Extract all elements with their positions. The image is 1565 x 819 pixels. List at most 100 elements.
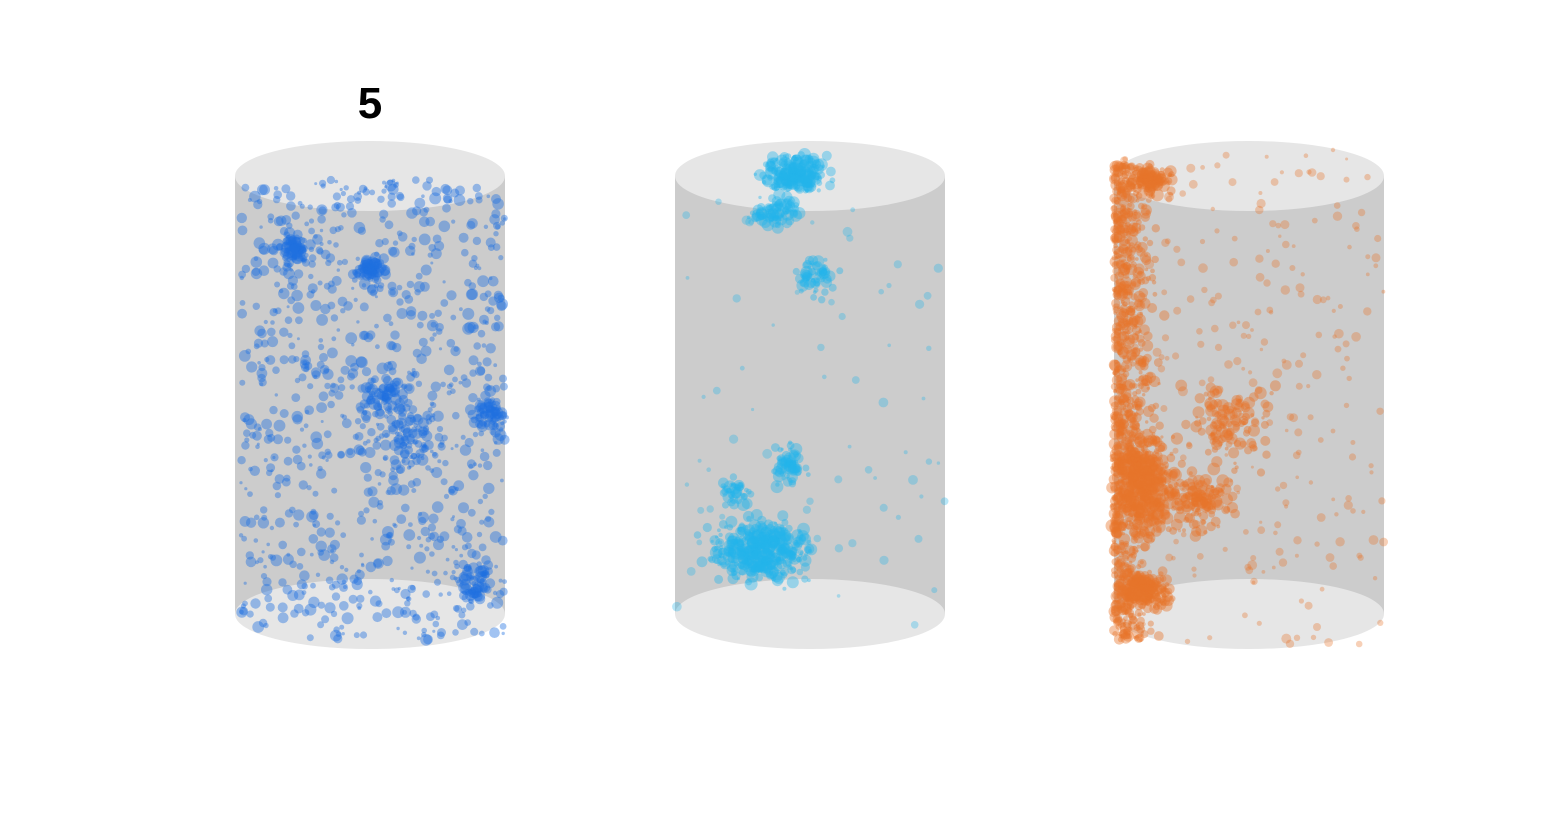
particle — [1119, 625, 1129, 634]
particle — [472, 431, 479, 438]
particle — [477, 565, 490, 577]
particle — [374, 469, 382, 477]
particle — [284, 509, 294, 518]
particle — [291, 211, 300, 220]
particle — [426, 319, 439, 332]
particle — [484, 419, 496, 431]
particle — [1133, 447, 1139, 453]
particle — [787, 463, 801, 476]
particle — [804, 255, 814, 265]
particle — [1173, 245, 1181, 253]
particle — [1136, 247, 1146, 257]
particle — [729, 434, 739, 444]
particle — [253, 237, 266, 249]
particle — [774, 167, 785, 177]
particle — [1159, 484, 1168, 493]
particle — [1110, 481, 1120, 492]
particle — [1109, 256, 1121, 268]
particle — [1342, 340, 1350, 348]
particle — [789, 465, 799, 475]
particle — [722, 501, 729, 509]
particle — [1130, 246, 1137, 253]
particle — [364, 274, 370, 279]
particle — [776, 558, 787, 570]
particle — [1119, 429, 1124, 434]
particle — [1304, 601, 1313, 610]
particle — [800, 277, 810, 288]
particle — [1120, 212, 1132, 224]
particle — [368, 398, 381, 410]
cylinder-middle — [672, 141, 949, 649]
particle — [396, 431, 403, 438]
particle — [1116, 190, 1128, 202]
particle — [1114, 518, 1122, 526]
particle — [1116, 230, 1121, 235]
particle — [1110, 590, 1123, 603]
particle — [325, 253, 336, 263]
particle — [324, 527, 335, 538]
particle — [1135, 388, 1142, 395]
particle — [788, 440, 793, 445]
particle — [1133, 479, 1143, 489]
particle — [471, 550, 481, 560]
particle — [387, 199, 397, 208]
particle — [366, 267, 371, 272]
particle — [331, 275, 342, 286]
particle — [1141, 448, 1152, 459]
particle — [373, 402, 383, 412]
particle — [1111, 298, 1121, 308]
particle — [775, 463, 787, 475]
particle — [771, 196, 782, 207]
particle — [1120, 399, 1125, 403]
particle — [1134, 324, 1138, 328]
particle — [777, 202, 782, 207]
particle — [737, 551, 750, 564]
particle — [723, 546, 734, 557]
particle — [394, 587, 400, 594]
particle — [777, 454, 786, 463]
particle — [358, 263, 368, 274]
particle — [483, 411, 488, 417]
particle — [1218, 442, 1223, 447]
particle — [1148, 578, 1156, 586]
particle — [710, 539, 714, 543]
particle — [279, 267, 288, 276]
particle — [360, 267, 366, 273]
particle — [781, 191, 793, 203]
particle — [492, 198, 504, 210]
particle — [1145, 590, 1150, 594]
particle — [369, 252, 382, 264]
particle — [387, 360, 397, 371]
particle — [1125, 245, 1137, 257]
particle — [474, 405, 482, 413]
particle — [430, 381, 441, 392]
particle — [1343, 176, 1350, 183]
particle — [1125, 349, 1137, 361]
particle — [723, 485, 731, 493]
particle — [1138, 375, 1145, 382]
particle — [886, 282, 892, 289]
particle — [783, 198, 789, 204]
particle — [1114, 285, 1123, 294]
particle — [485, 578, 496, 589]
particle — [1131, 482, 1138, 490]
particle — [777, 164, 782, 169]
particle — [1186, 441, 1192, 448]
particle — [350, 362, 359, 372]
particle — [1165, 526, 1172, 533]
particle — [401, 436, 408, 443]
particle — [456, 518, 466, 529]
particle — [1144, 596, 1153, 605]
particle — [368, 589, 373, 595]
particle — [811, 159, 822, 169]
particle — [389, 384, 400, 395]
particle — [453, 559, 459, 566]
particle — [1130, 570, 1142, 581]
particle — [437, 442, 446, 451]
particle — [1131, 209, 1141, 220]
particle — [1229, 321, 1237, 329]
particle — [1138, 528, 1147, 537]
particle — [768, 570, 777, 580]
particle — [773, 216, 779, 222]
particle — [1113, 410, 1119, 417]
